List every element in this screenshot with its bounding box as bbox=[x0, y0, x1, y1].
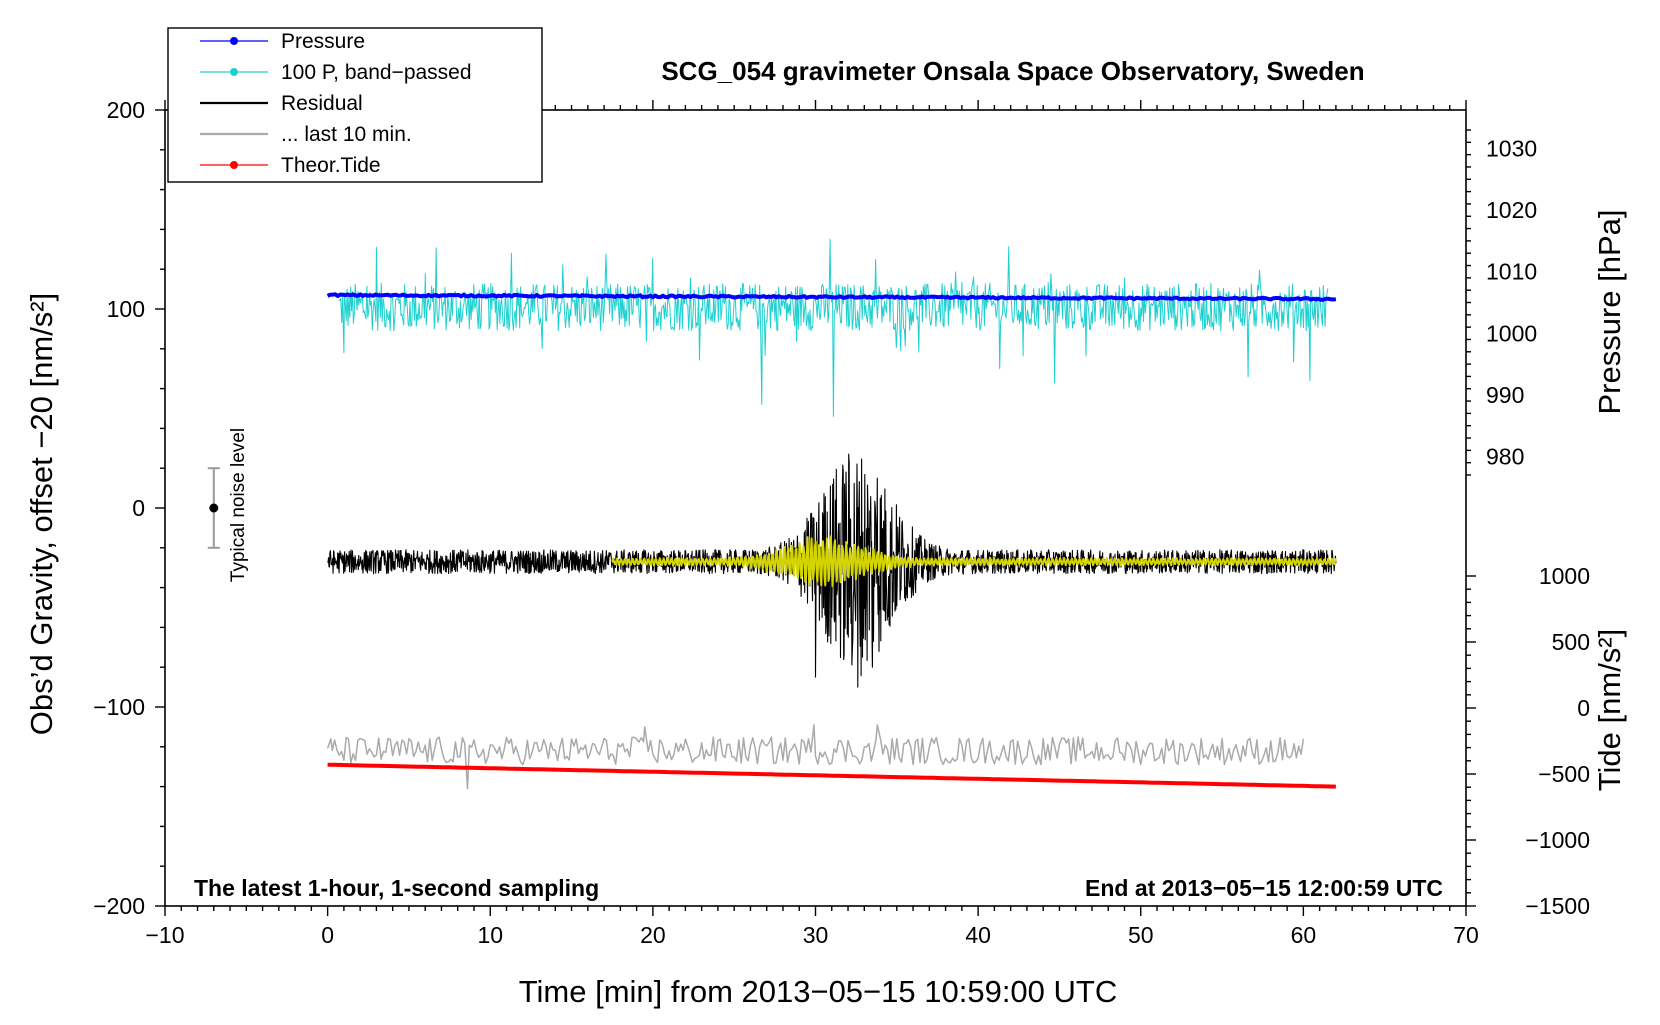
legend: Pressure 100 P, band−passed Residual ... la… bbox=[167, 27, 543, 183]
pressure-tick-label: 1030 bbox=[1486, 135, 1537, 161]
noise-bar-center-dot bbox=[209, 503, 219, 513]
x-tick-label: 40 bbox=[965, 922, 991, 948]
y-tick-label: 0 bbox=[132, 495, 145, 521]
legend-label: 100 P, band−passed bbox=[281, 61, 472, 84]
x-axis-label: Time [min] from 2013−05−15 10:59:00 UTC bbox=[519, 974, 1118, 1009]
tide-tick-label: −500 bbox=[1538, 761, 1590, 787]
series-residual bbox=[327, 453, 1337, 688]
series-yellow-filtered bbox=[611, 535, 1337, 588]
series-theor-tide bbox=[327, 762, 1336, 789]
noise-level-indicator bbox=[207, 467, 220, 549]
x-tick-label: 60 bbox=[1291, 922, 1317, 948]
legend-swatch-dot bbox=[230, 161, 238, 169]
tide-tick-label: −1000 bbox=[1525, 827, 1590, 853]
legend-label: Theor.Tide bbox=[281, 154, 381, 177]
axes-layer: −10 0 10 20 30 40 50 60 702001000−100−2001030102… bbox=[93, 97, 1590, 948]
x-tick-label: 30 bbox=[803, 922, 829, 948]
x-tick-label: 20 bbox=[640, 922, 666, 948]
pressure-tick-label: 1000 bbox=[1486, 320, 1537, 346]
y-axis-label-tide: Tide [nm/s²] bbox=[1592, 629, 1627, 792]
y-tick-label: 100 bbox=[107, 296, 145, 322]
x-tick-label: 0 bbox=[321, 922, 334, 948]
legend-swatch-dot bbox=[230, 37, 238, 45]
series-100p-bandpassed bbox=[338, 238, 1329, 417]
footer-left: The latest 1-hour, 1-second sampling bbox=[194, 875, 599, 901]
tide-tick-label: 500 bbox=[1552, 629, 1590, 655]
pressure-tick-label: 1010 bbox=[1486, 259, 1537, 285]
x-tick-label: −10 bbox=[145, 922, 184, 948]
chart-title: SCG_054 gravimeter Onsala Space Observat… bbox=[661, 56, 1364, 86]
tide-tick-label: 0 bbox=[1577, 695, 1590, 721]
legend-label: Residual bbox=[281, 92, 363, 115]
tide-tick-label: −1500 bbox=[1525, 893, 1590, 919]
legend-label: ... last 10 min. bbox=[281, 123, 412, 146]
y-tick-label: 200 bbox=[107, 97, 145, 123]
footer-right: End at 2013−05−15 12:00:59 UTC bbox=[1085, 875, 1443, 901]
y-axis-label-pressure: Pressure [hPa] bbox=[1592, 209, 1627, 414]
y-tick-label: −100 bbox=[93, 694, 145, 720]
y-axis-label-left: Obs’d Gravity, offset −20 [nm/s²] bbox=[24, 293, 59, 736]
x-tick-label: 70 bbox=[1453, 922, 1479, 948]
legend-swatch-dot bbox=[230, 68, 238, 76]
y-tick-label: −200 bbox=[93, 893, 145, 919]
pressure-tick-label: 1020 bbox=[1486, 197, 1537, 223]
x-tick-label: 10 bbox=[477, 922, 503, 948]
noise-level-label: Typical noise level bbox=[228, 428, 249, 582]
pressure-tick-label: 980 bbox=[1486, 444, 1524, 470]
series-last-10-min bbox=[326, 724, 1305, 790]
pressure-tick-label: 990 bbox=[1486, 382, 1524, 408]
legend-label: Pressure bbox=[281, 30, 365, 53]
series-layer bbox=[326, 238, 1337, 790]
x-tick-label: 50 bbox=[1128, 922, 1154, 948]
legend-box bbox=[167, 27, 543, 183]
series-pressure bbox=[326, 292, 1337, 302]
tide-tick-label: 1000 bbox=[1539, 563, 1590, 589]
